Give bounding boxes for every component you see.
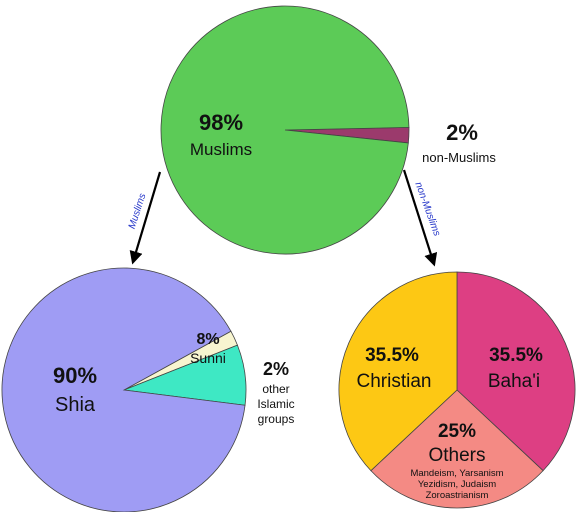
label-christian: Christian (357, 371, 432, 392)
label-sunni: Sunni (190, 350, 226, 366)
label-pct-sunni: 8% (196, 331, 219, 348)
label-others: Others (428, 445, 485, 466)
label-non-muslims: non-Muslims (422, 150, 496, 165)
label-muslims: Muslims (190, 140, 252, 159)
label-pct-muslims: 98% (199, 110, 243, 135)
label-pct-non-muslims: 2% (446, 120, 478, 145)
label-pct-other-islamic: 2% (263, 359, 289, 379)
label-other-islamic: other Islamic groups (257, 382, 294, 426)
label-pct-christian: 35.5% (365, 345, 419, 366)
pie-muslim-groups (2, 268, 246, 512)
label-shia: Shia (55, 394, 96, 416)
label-pct-shia: 90% (53, 363, 97, 388)
label-bahai: Baha'i (488, 371, 540, 392)
label-pct-bahai: 35.5% (489, 345, 543, 366)
label-pct-others: 25% (438, 421, 476, 442)
